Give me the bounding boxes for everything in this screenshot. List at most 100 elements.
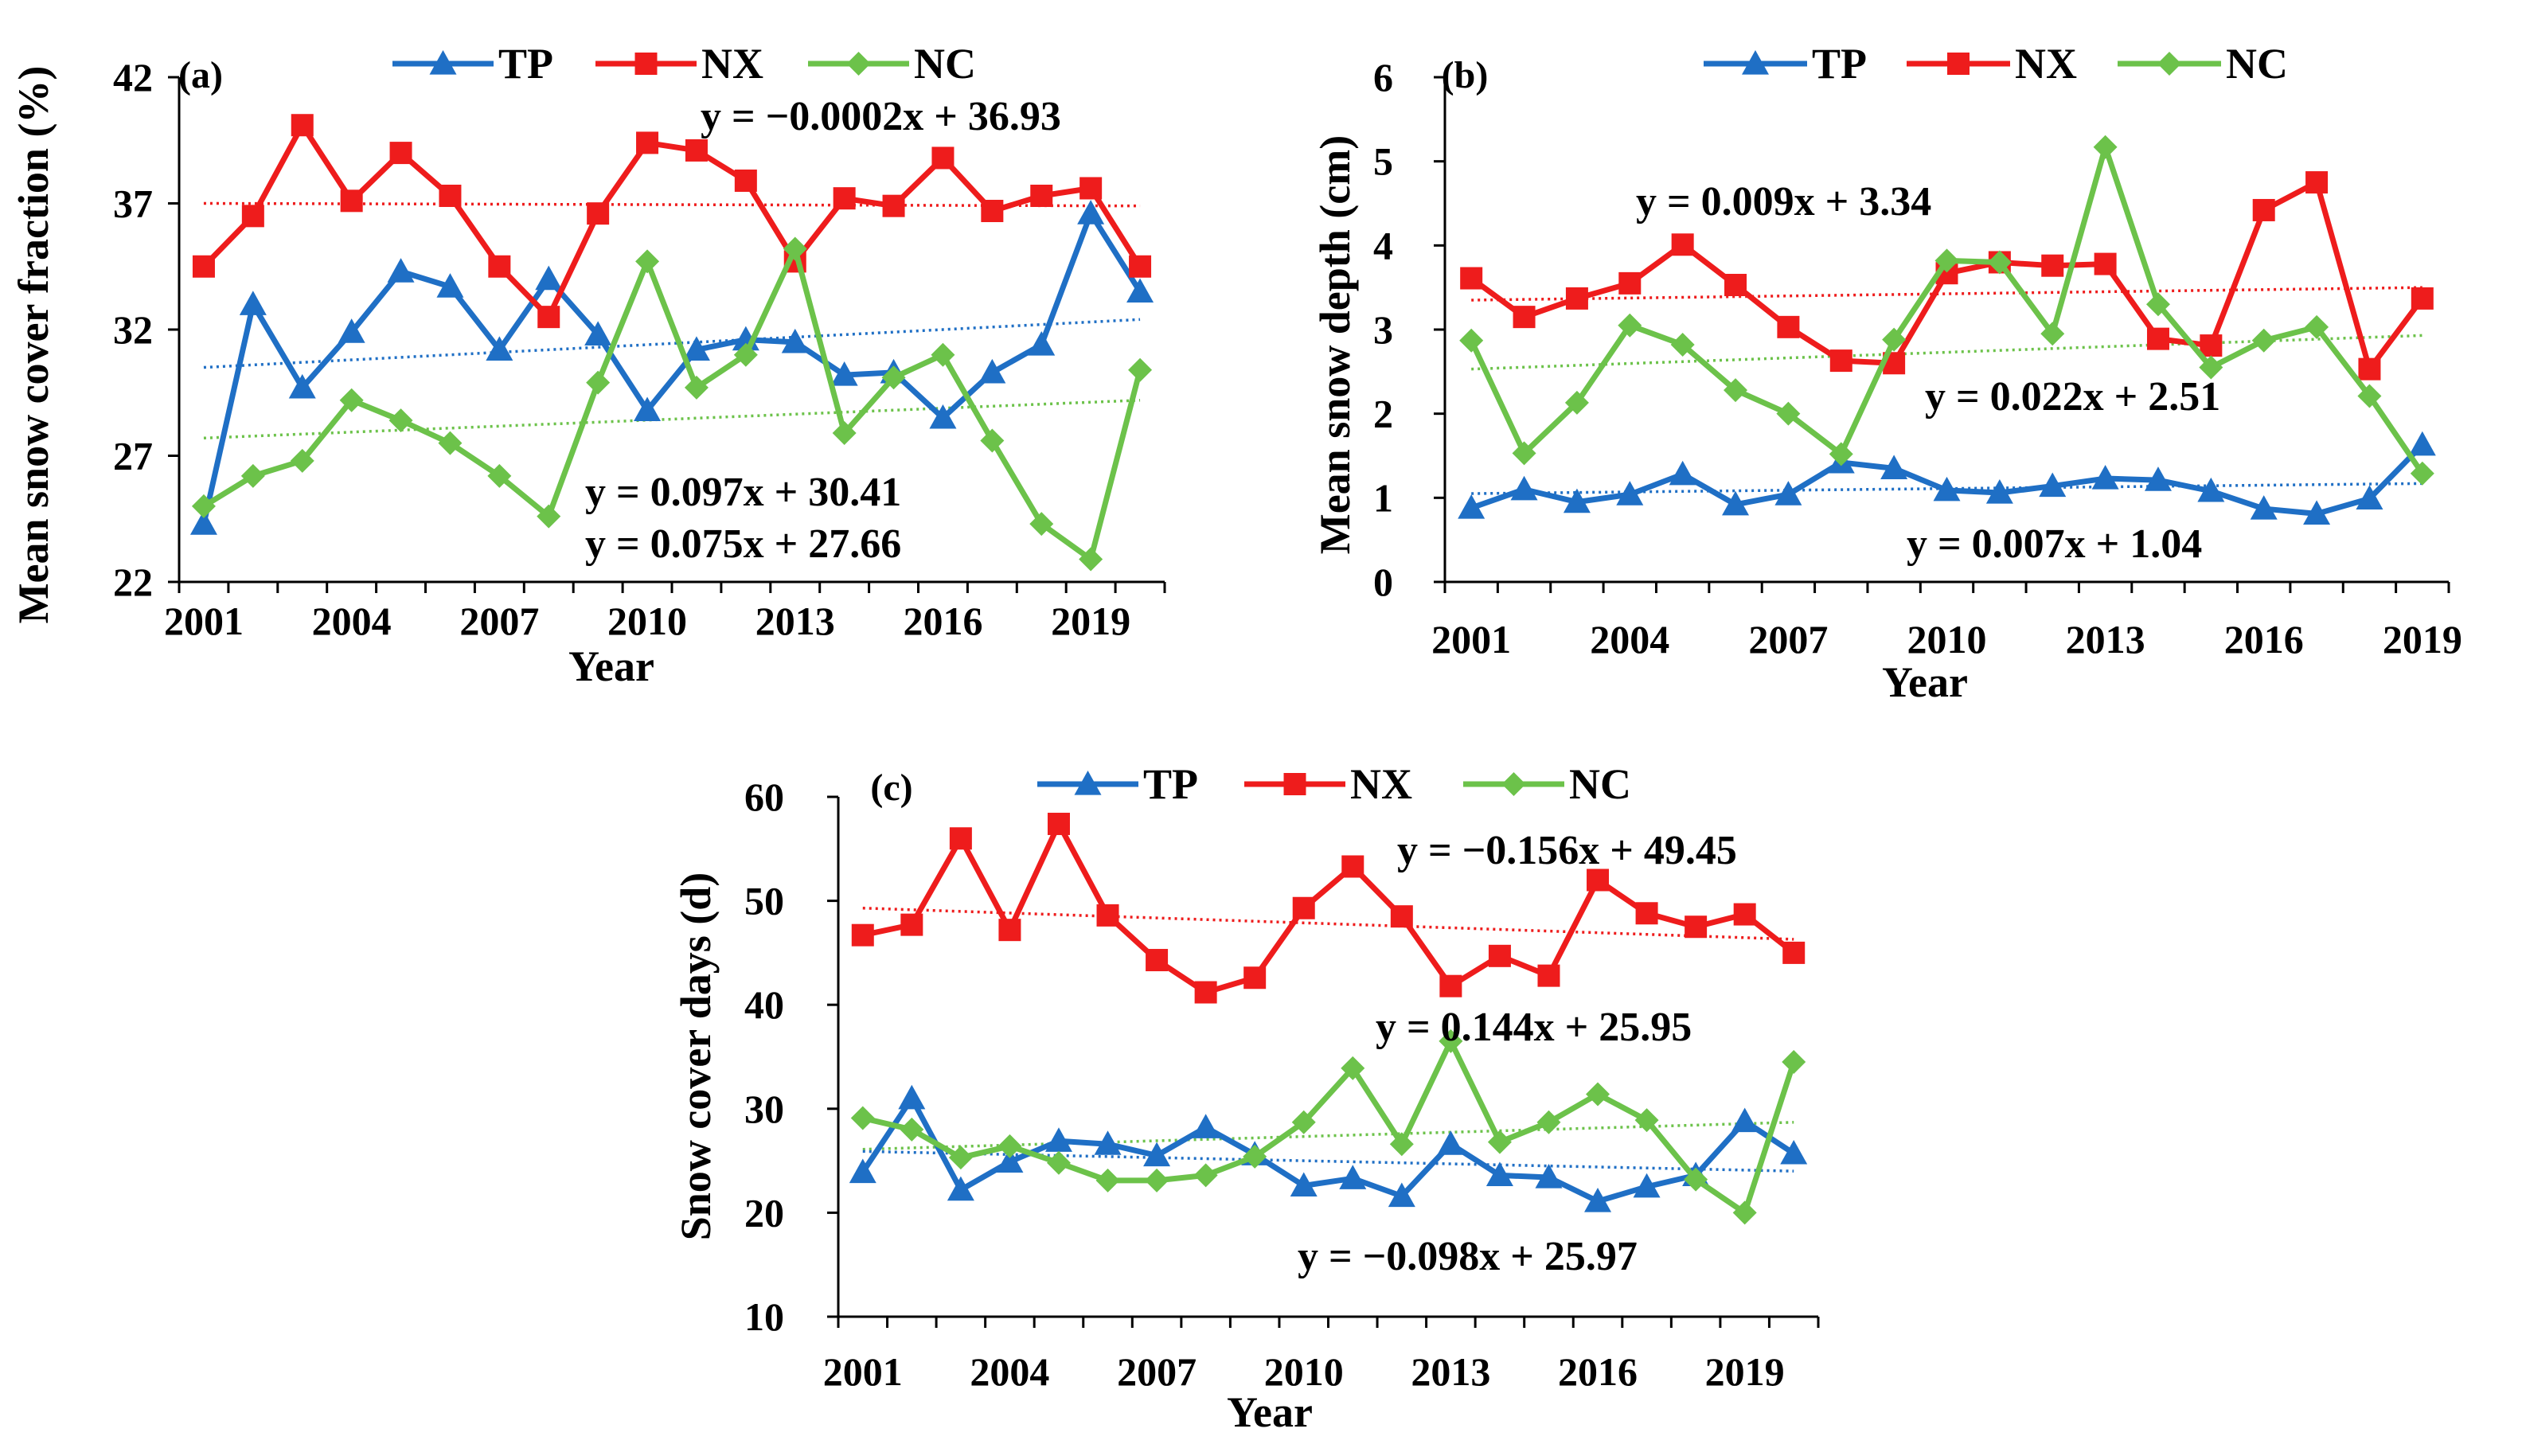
data-point-tp: [1933, 476, 1961, 502]
data-point-tp: [486, 336, 513, 361]
data-point-nx: [1460, 267, 1483, 290]
x-tick-label: 2004: [312, 599, 392, 643]
data-point-nc: [1634, 1108, 1659, 1133]
data-point-nc: [1618, 313, 1642, 338]
data-point-tp: [929, 404, 957, 429]
legend-marker-nx: [634, 53, 658, 75]
data-point-tp: [2197, 477, 2225, 502]
trend-equation: y = −0.0002x + 36.93: [701, 94, 1061, 139]
data-point-tp: [2303, 500, 2331, 525]
data-point-tp: [849, 1158, 876, 1184]
data-point-nc: [635, 249, 660, 274]
data-point-nx: [636, 131, 659, 154]
data-point-nc: [1487, 1130, 1512, 1154]
data-point-tp: [1535, 1163, 1563, 1189]
data-point-tp: [634, 396, 662, 422]
data-point-nc: [1564, 390, 1589, 415]
y-tick-label: 0: [1373, 560, 1393, 604]
data-point-nc: [240, 463, 265, 488]
data-point-nx: [1243, 966, 1267, 990]
data-point-nx: [1587, 869, 1610, 892]
data-point-tp: [682, 336, 710, 361]
data-point-nc: [2305, 314, 2329, 339]
x-tick-label: 2019: [1051, 599, 1130, 643]
data-point-nx: [851, 923, 874, 947]
x-tick-label: 2001: [1431, 617, 1511, 662]
data-point-nx: [1671, 233, 1694, 256]
data-point-nc: [2145, 292, 2170, 317]
data-point-nx: [2200, 334, 2223, 357]
trend-equation: y = −0.156x + 49.45: [1397, 828, 1737, 873]
data-point-tp: [2408, 431, 2436, 456]
data-point-nc: [1046, 1150, 1071, 1175]
data-point-tp: [781, 328, 809, 353]
x-axis-title: Year: [1882, 658, 1968, 706]
x-tick-label: 2010: [1264, 1349, 1344, 1394]
data-point-nc: [948, 1146, 973, 1170]
data-point-nc: [1829, 442, 1853, 466]
data-point-tp: [1290, 1172, 1318, 1197]
x-axis-title: Year: [568, 642, 654, 690]
trend-equation: y = 0.007x + 1.04: [1907, 521, 2202, 567]
data-point-tp: [1339, 1165, 1367, 1189]
data-point-nx: [291, 114, 314, 137]
y-tick-label: 40: [744, 982, 784, 1027]
y-tick-label: 10: [744, 1294, 784, 1339]
data-point-nc: [1934, 248, 1959, 273]
data-point-nx: [2094, 252, 2117, 275]
data-point-nc: [1586, 1082, 1610, 1107]
data-point-nx: [1635, 902, 1658, 925]
data-point-nx: [1733, 903, 1756, 926]
data-point-nx: [2146, 327, 2169, 350]
data-point-tp: [239, 291, 267, 315]
data-point-nc: [487, 463, 512, 488]
data-point-nx: [1292, 896, 1315, 919]
data-point-tp: [1731, 1107, 1759, 1133]
data-point-nx: [537, 306, 560, 329]
panel-c: 10 20 30 40 50 60 2001 2004 2007 2010 2013 2016 2019…: [672, 760, 1820, 1436]
panel-label: (b): [1442, 54, 1489, 96]
data-point-nx: [734, 169, 757, 192]
data-point-nc: [2410, 461, 2434, 486]
legend-marker-tp: [1074, 771, 1102, 795]
data-point-nx: [833, 187, 856, 210]
panel-a: 22 27 32 37 42 2001 2004 2007 2010 2013 2016 2019 Ye…: [10, 40, 1166, 690]
data-point-nx: [900, 913, 923, 936]
y-tick-label: 50: [744, 879, 784, 923]
data-point-nc: [1243, 1144, 1267, 1169]
data-point-nc: [1439, 1029, 1463, 1053]
data-point-nc: [1536, 1110, 1561, 1134]
trend-equation: y = 0.009x + 3.34: [1636, 179, 1931, 224]
data-point-nc: [931, 342, 955, 367]
data-point-tp: [1722, 490, 1750, 516]
x-tick-label: 2013: [755, 599, 835, 643]
data-point-nc: [1987, 250, 2012, 275]
data-point-nc: [1079, 547, 1103, 572]
y-tick-label: 6: [1373, 55, 1393, 100]
data-point-nc: [783, 236, 807, 261]
data-point-tp: [1028, 331, 1056, 356]
data-point-nc: [191, 494, 216, 518]
x-tick-label: 2016: [903, 599, 982, 643]
legend-marker-tp: [429, 50, 457, 75]
y-axis-title: Mean snow cover fraction (%): [10, 66, 57, 624]
data-point-nx: [1777, 315, 1800, 338]
data-point-nc: [2357, 384, 2382, 408]
data-point-nc: [850, 1106, 875, 1130]
data-point-nc: [980, 428, 1005, 453]
x-tick-label: 2016: [2224, 617, 2304, 662]
data-point-tp: [1669, 460, 1696, 486]
data-point-tp: [947, 1176, 974, 1201]
data-point-nc: [881, 365, 906, 390]
data-point-nx: [1782, 941, 1806, 964]
data-point-nx: [2041, 254, 2064, 277]
data-point-nc: [1193, 1163, 1218, 1188]
x-tick-label: 2007: [1117, 1349, 1197, 1394]
data-point-tp: [1077, 200, 1105, 224]
data-point-nx: [1829, 349, 1852, 373]
legend-marker-nx: [1283, 773, 1306, 795]
legend-label-nx: NX: [701, 40, 763, 88]
data-point-tp: [1633, 1173, 1661, 1198]
data-point-nx: [1096, 904, 1119, 927]
legend-label-tp: TP: [498, 40, 553, 88]
